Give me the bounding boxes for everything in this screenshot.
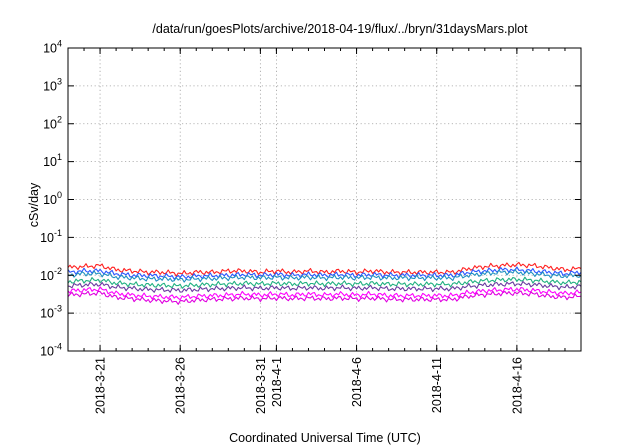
y-axis-label: cSv/day [27,182,41,227]
y-tick-label: 100 [43,190,62,207]
x-tick-label: 2018-4-16 [510,357,524,414]
y-tick-base: 10 [43,117,57,131]
y-tick-label: 103 [43,76,62,93]
plot-frame [67,47,582,352]
y-tick-base: 10 [40,307,54,321]
y-tick-exponent: -3 [54,304,62,314]
y-tick-exponent: 4 [57,39,62,49]
series-line-7 [67,290,582,305]
y-tick-exponent: 1 [57,152,62,162]
x-axis-label: Coordinated Universal Time (UTC) [229,431,421,445]
y-tick-label: 10-3 [40,304,62,321]
y-tick-label: 10-4 [40,342,62,359]
y-tick-label: 104 [43,39,62,56]
y-tick-base: 10 [43,155,57,169]
x-tick-label: 2018-3-26 [174,357,188,414]
series-line-4 [67,276,582,289]
x-tick-label: 2018-3-21 [94,357,108,414]
series-line-5 [67,280,582,293]
tick-labels: 10-410-310-210-11001011021031042018-3-21… [40,39,524,415]
grid-lines [68,48,581,351]
y-tick-exponent: -4 [54,342,62,352]
chart-title: /data/run/goesPlots/archive/2018-04-19/f… [152,22,528,36]
y-tick-base: 10 [43,42,57,56]
x-tick-label: 2018-4-1 [270,357,284,407]
series-lines [67,261,582,305]
series-line-3 [67,269,582,283]
y-tick-base: 10 [40,345,54,359]
y-tick-label: 10-1 [40,228,62,245]
y-tick-base: 10 [43,79,57,93]
series-line-1 [67,261,582,277]
y-tick-exponent: 3 [57,76,62,86]
series-line-6 [67,286,582,301]
y-tick-exponent: 2 [57,114,62,124]
y-tick-base: 10 [40,269,54,283]
x-tick-label: 2018-4-11 [430,357,444,413]
x-tick-label: 2018-3-31 [254,357,268,414]
y-tick-exponent: 0 [57,190,62,200]
y-tick-exponent: -2 [54,266,62,276]
x-tick-label: 2018-4-6 [350,357,364,407]
y-tick-base: 10 [40,231,54,245]
series-line-2 [67,266,582,280]
y-tick-base: 10 [43,193,57,207]
y-tick-label: 101 [43,152,62,169]
y-tick-exponent: -1 [54,228,62,238]
y-tick-label: 102 [43,114,62,131]
y-tick-label: 10-2 [40,266,62,283]
